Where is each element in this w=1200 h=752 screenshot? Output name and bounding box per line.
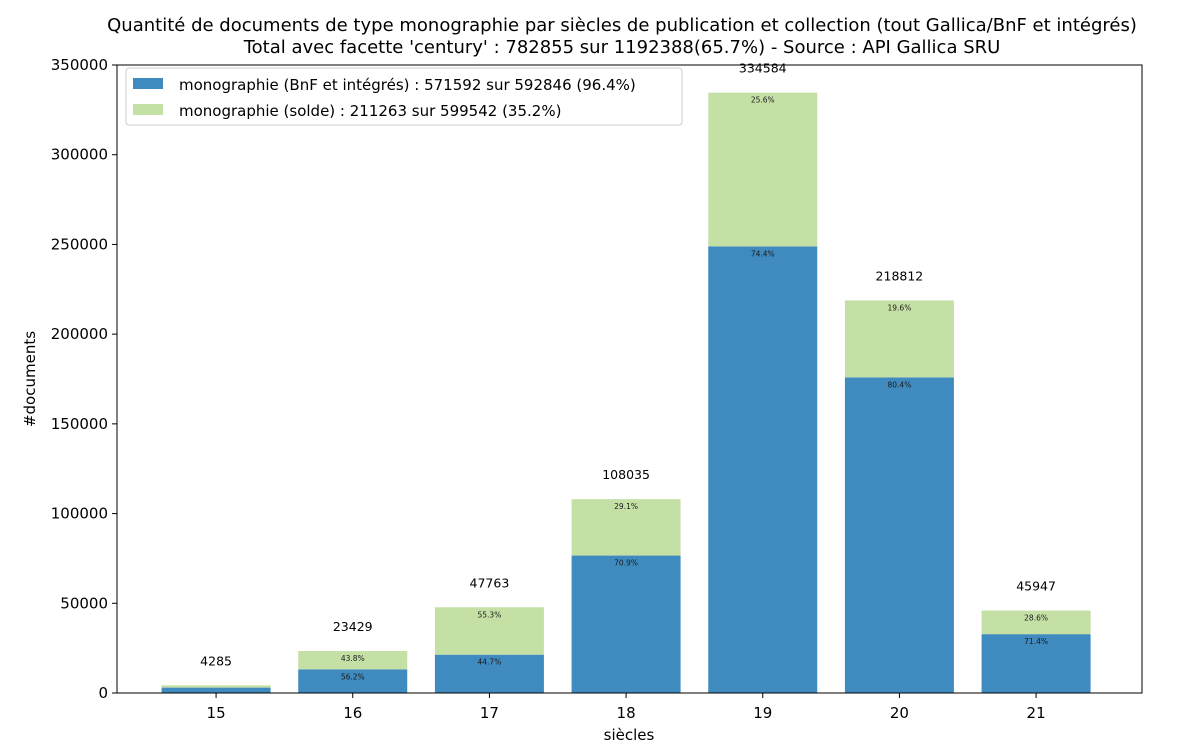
x-tick-label-20: 20 <box>890 704 909 722</box>
legend-box <box>125 67 683 126</box>
bar-bnf-21 <box>981 634 1091 693</box>
y-tick-label-250000: 250000 <box>51 235 108 253</box>
bar-bnf-16 <box>298 669 408 693</box>
pct-label-solde-21: 28.6% <box>1024 614 1048 623</box>
bar-solde-17 <box>434 607 544 655</box>
pct-label-solde-17: 55.3% <box>478 610 502 619</box>
bar-bnf-18 <box>571 555 681 693</box>
x-axis: 15 16 17 18 19 20 21 <box>207 693 1046 722</box>
bar-solde-16 <box>298 650 408 670</box>
pct-label-bnf-18: 70.9% <box>614 559 638 568</box>
x-tick-label-21: 21 <box>1027 704 1046 722</box>
y-tick-label-200000: 200000 <box>51 325 108 343</box>
y-axis: 0 50000 100000 150000 200000 250000 300000 3500… <box>51 56 117 702</box>
total-label-19: 334584 <box>739 61 787 76</box>
total-label-17: 47763 <box>470 575 510 590</box>
total-label-15: 4285 <box>200 653 232 668</box>
y-axis-label: #documents <box>21 331 39 427</box>
y-tick-label-100000: 100000 <box>51 505 108 523</box>
legend-swatch-solde <box>133 104 163 115</box>
pct-label-solde-19: 25.6% <box>751 96 775 105</box>
bar-solde-15 <box>161 685 271 688</box>
total-label-21: 45947 <box>1016 579 1056 594</box>
total-label-18: 108035 <box>602 467 650 482</box>
data-labels-group: 4285 56.2% 43.8% 23429 44.7% 55.3% 47763 70.9% 2… <box>200 61 1056 682</box>
pct-label-bnf-20: 80.4% <box>888 380 912 389</box>
bar-solde-21 <box>981 610 1091 635</box>
x-tick-label-15: 15 <box>207 704 226 722</box>
bars-group <box>161 92 1091 693</box>
pct-label-solde-20: 19.6% <box>888 303 912 312</box>
bar-solde-18 <box>571 499 681 556</box>
legend-label-bnf: monographie (BnF et intégrés) : 571592 s… <box>179 76 636 94</box>
bar-bnf-17 <box>434 654 544 693</box>
y-tick-label-0: 0 <box>98 684 108 702</box>
y-tick-label-150000: 150000 <box>51 415 108 433</box>
x-axis-label: siècles <box>604 726 655 744</box>
bar-bnf-19 <box>708 246 818 693</box>
x-tick-label-16: 16 <box>343 704 362 722</box>
total-label-16: 23429 <box>333 619 373 634</box>
legend-swatch-bnf <box>133 78 163 89</box>
pct-label-bnf-21: 71.4% <box>1024 637 1048 646</box>
y-tick-label-50000: 50000 <box>60 594 108 612</box>
bar-solde-19 <box>708 92 818 247</box>
x-tick-label-18: 18 <box>617 704 636 722</box>
y-tick-label-350000: 350000 <box>51 56 108 74</box>
pct-label-solde-16: 43.8% <box>341 654 365 663</box>
pct-label-solde-18: 29.1% <box>614 502 638 511</box>
x-tick-label-19: 19 <box>753 704 772 722</box>
bar-bnf-20 <box>844 377 954 693</box>
x-tick-label-17: 17 <box>480 704 499 722</box>
plot-frame <box>116 64 1143 694</box>
total-label-20: 218812 <box>876 268 924 283</box>
chart-title: Quantité de documents de type monographi… <box>107 15 1137 36</box>
legend-label-solde: monographie (solde) : 211263 sur 599542 … <box>179 102 561 120</box>
bar-bnf-15 <box>161 687 271 693</box>
pct-label-bnf-16: 56.2% <box>341 672 365 681</box>
pct-label-bnf-17: 44.7% <box>478 658 502 667</box>
bar-solde-20 <box>844 300 954 378</box>
y-tick-label-300000: 300000 <box>51 146 108 164</box>
pct-label-bnf-19: 74.4% <box>751 249 775 258</box>
chart-subtitle: Total avec facette 'century' : 782855 su… <box>243 37 1001 58</box>
legend: monographie (BnF et intégrés) : 571592 s… <box>125 67 683 126</box>
